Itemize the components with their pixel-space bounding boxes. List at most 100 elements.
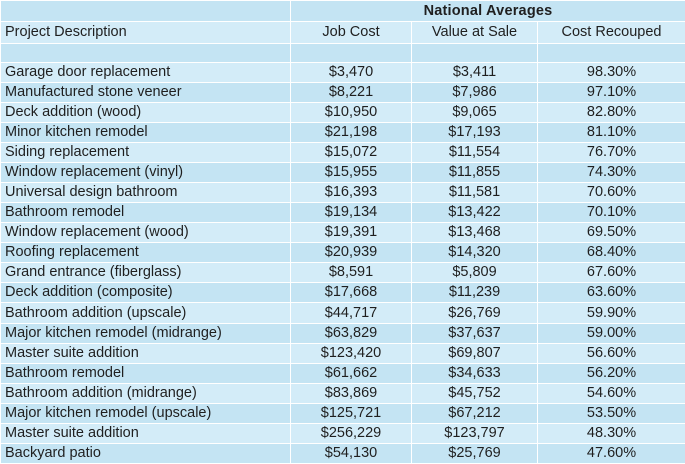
cell-project: Master suite addition xyxy=(0,342,291,364)
column-header-row: Project Description Job Cost Value at Sa… xyxy=(0,21,685,45)
cell-cost-recouped: 70.60% xyxy=(537,182,685,204)
cell-value-at-sale: $11,239 xyxy=(411,282,538,304)
cell-value-at-sale: $26,769 xyxy=(411,302,538,324)
cell-project: Deck addition (wood) xyxy=(0,102,291,124)
cell-job-cost: $15,955 xyxy=(290,162,412,184)
table-row: Siding replacement $15,072 $11,554 76.70% xyxy=(0,142,685,164)
cell-project: Manufactured stone veneer xyxy=(0,82,291,104)
spacer-cell xyxy=(0,43,291,64)
cell-job-cost: $19,391 xyxy=(290,222,412,244)
group-title: National Averages xyxy=(290,0,685,23)
column-header-cost-recouped: Cost Recouped xyxy=(537,21,685,45)
table-row: Roofing replacement $20,939 $14,320 68.40% xyxy=(0,242,685,264)
cell-value-at-sale: $9,065 xyxy=(411,102,538,124)
cell-project: Garage door replacement xyxy=(0,62,291,84)
table-row: Bathroom remodel $61,662 $34,633 56.20% xyxy=(0,362,685,384)
cell-cost-recouped: 74.30% xyxy=(537,162,685,184)
cell-job-cost: $17,668 xyxy=(290,282,412,304)
spacer-cell xyxy=(290,43,412,64)
cell-value-at-sale: $14,320 xyxy=(411,242,538,264)
spacer-row xyxy=(0,43,685,64)
cell-project: Window replacement (wood) xyxy=(0,222,291,244)
cell-cost-recouped: 97.10% xyxy=(537,82,685,104)
cell-job-cost: $20,939 xyxy=(290,242,412,264)
cell-job-cost: $21,198 xyxy=(290,122,412,144)
table-row: Deck addition (wood) $10,950 $9,065 82.80% xyxy=(0,102,685,124)
cell-value-at-sale: $7,986 xyxy=(411,82,538,104)
cell-project: Bathroom addition (upscale) xyxy=(0,302,291,324)
cell-value-at-sale: $69,807 xyxy=(411,342,538,364)
cell-project: Bathroom remodel xyxy=(0,362,291,384)
cell-job-cost: $63,829 xyxy=(290,322,412,344)
cell-value-at-sale: $67,212 xyxy=(411,402,538,424)
cell-job-cost: $10,950 xyxy=(290,102,412,124)
table-row: Grand entrance (fiberglass) $8,591 $5,809 6… xyxy=(0,262,685,284)
cell-cost-recouped: 56.20% xyxy=(537,362,685,384)
cell-cost-recouped: 76.70% xyxy=(537,142,685,164)
table-row: Master suite addition $123,420 $69,807 56.6… xyxy=(0,342,685,364)
cell-job-cost: $8,221 xyxy=(290,82,412,104)
cell-value-at-sale: $13,468 xyxy=(411,222,538,244)
cell-cost-recouped: 81.10% xyxy=(537,122,685,144)
table-row: Major kitchen remodel (upscale) $125,721 $… xyxy=(0,402,685,424)
cell-job-cost: $16,393 xyxy=(290,182,412,204)
cell-job-cost: $123,420 xyxy=(290,342,412,364)
cell-project: Universal design bathroom xyxy=(0,182,291,204)
cell-project: Major kitchen remodel (upscale) xyxy=(0,402,291,424)
cell-job-cost: $44,717 xyxy=(290,302,412,324)
table-row: Master suite addition $256,229 $123,797 48.… xyxy=(0,422,685,444)
cell-value-at-sale: $13,422 xyxy=(411,202,538,224)
cell-value-at-sale: $11,554 xyxy=(411,142,538,164)
cell-project: Deck addition (composite) xyxy=(0,282,291,304)
cell-cost-recouped: 59.00% xyxy=(537,322,685,344)
cell-job-cost: $54,130 xyxy=(290,442,412,464)
table-row: Window replacement (vinyl) $15,955 $11,855… xyxy=(0,162,685,184)
cell-value-at-sale: $37,637 xyxy=(411,322,538,344)
cell-project: Roofing replacement xyxy=(0,242,291,264)
cell-cost-recouped: 98.30% xyxy=(537,62,685,84)
cell-value-at-sale: $34,633 xyxy=(411,362,538,384)
cell-cost-recouped: 69.50% xyxy=(537,222,685,244)
column-header-value-at-sale: Value at Sale xyxy=(411,21,538,45)
cell-cost-recouped: 54.60% xyxy=(537,382,685,404)
cell-cost-recouped: 53.50% xyxy=(537,402,685,424)
group-header-spacer xyxy=(0,0,291,23)
cell-value-at-sale: $5,809 xyxy=(411,262,538,284)
cell-value-at-sale: $25,769 xyxy=(411,442,538,464)
table-row: Garage door replacement $3,470 $3,411 98.30… xyxy=(0,62,685,84)
table-row: Backyard patio $54,130 $25,769 47.60% xyxy=(0,442,685,464)
table-row: Deck addition (composite) $17,668 $11,239 6… xyxy=(0,282,685,304)
cell-project: Siding replacement xyxy=(0,142,291,164)
cell-value-at-sale: $17,193 xyxy=(411,122,538,144)
cell-project: Bathroom addition (midrange) xyxy=(0,382,291,404)
cell-cost-recouped: 67.60% xyxy=(537,262,685,284)
column-header-job-cost: Job Cost xyxy=(290,21,412,45)
table-row: Window replacement (wood) $19,391 $13,468 6… xyxy=(0,222,685,244)
cell-job-cost: $125,721 xyxy=(290,402,412,424)
cell-cost-recouped: 63.60% xyxy=(537,282,685,304)
table-row: Universal design bathroom $16,393 $11,581 7… xyxy=(0,182,685,204)
spacer-cell xyxy=(411,43,538,64)
spacer-cell xyxy=(537,43,685,64)
cell-project: Window replacement (vinyl) xyxy=(0,162,291,184)
cell-project: Bathroom remodel xyxy=(0,202,291,224)
cell-cost-recouped: 68.40% xyxy=(537,242,685,264)
cell-job-cost: $8,591 xyxy=(290,262,412,284)
cell-project: Backyard patio xyxy=(0,442,291,464)
group-header-row: National Averages xyxy=(0,0,685,23)
table-row: Major kitchen remodel (midrange) $63,829 $… xyxy=(0,322,685,344)
cell-value-at-sale: $3,411 xyxy=(411,62,538,84)
cell-cost-recouped: 70.10% xyxy=(537,202,685,224)
cell-job-cost: $256,229 xyxy=(290,422,412,444)
cell-cost-recouped: 47.60% xyxy=(537,442,685,464)
table-row: Minor kitchen remodel $21,198 $17,193 81.10… xyxy=(0,122,685,144)
cell-cost-recouped: 59.90% xyxy=(537,302,685,324)
table-row: Bathroom addition (midrange) $83,869 $45,7… xyxy=(0,382,685,404)
cell-cost-recouped: 82.80% xyxy=(537,102,685,124)
cell-job-cost: $3,470 xyxy=(290,62,412,84)
cell-job-cost: $61,662 xyxy=(290,362,412,384)
cell-job-cost: $83,869 xyxy=(290,382,412,404)
cell-project: Grand entrance (fiberglass) xyxy=(0,262,291,284)
cell-job-cost: $15,072 xyxy=(290,142,412,164)
